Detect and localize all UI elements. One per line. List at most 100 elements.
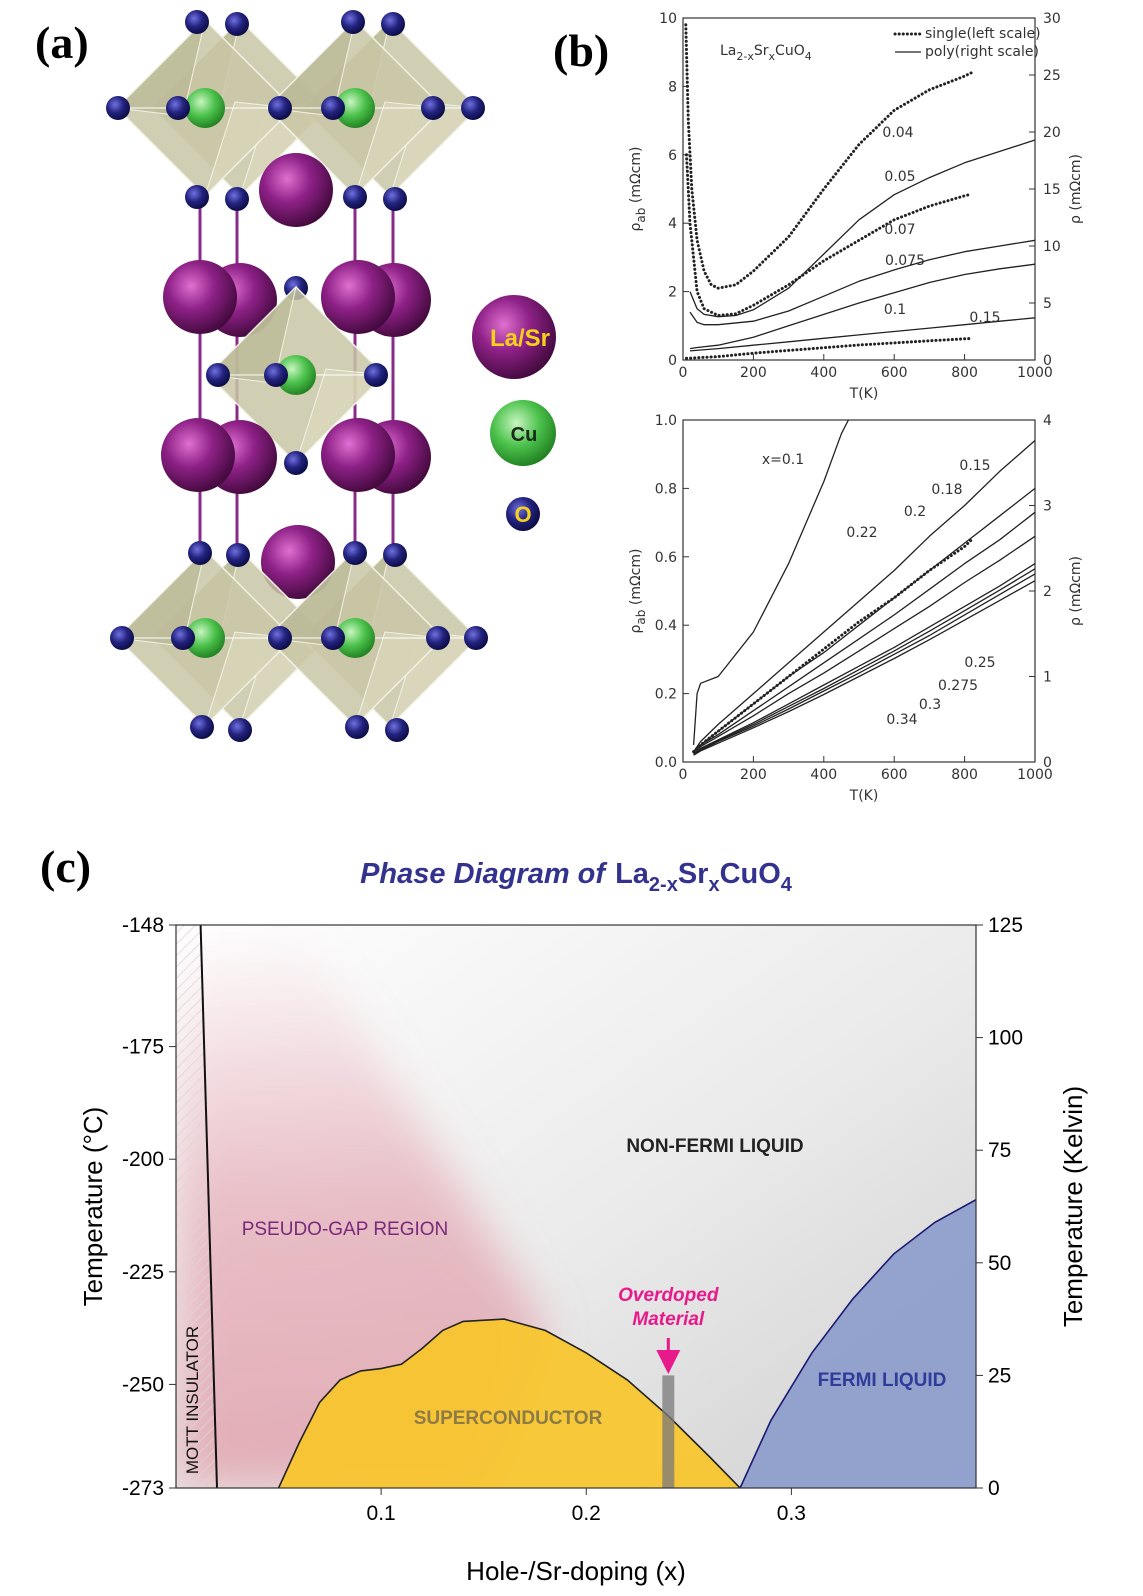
annotation: PSEUDO-GAP REGION — [242, 1219, 449, 1240]
series-line — [694, 420, 849, 745]
series-label: 0.22 — [846, 525, 877, 541]
text-part: CuO — [720, 858, 781, 890]
text-part: ab — [634, 208, 648, 223]
y-tick-label: 0.6 — [655, 550, 677, 566]
x-tick-label: 600 — [881, 767, 908, 783]
cu-atom — [185, 88, 225, 128]
panel-label: (b) — [553, 25, 609, 76]
legend-label: poly(right scale) — [925, 44, 1039, 60]
y2-tick-label: 5 — [1043, 296, 1052, 312]
y2-tick-label: 125 — [988, 914, 1023, 937]
marker-label: Material — [632, 1309, 705, 1330]
series-line — [690, 140, 1035, 317]
y2-axis-label: ρ (mΩcm) — [1068, 154, 1084, 224]
x-tick-label: 200 — [740, 767, 767, 783]
crystal-structure: La/Sr Cu O — [106, 10, 556, 742]
y2-tick-label: 100 — [988, 1027, 1023, 1050]
series-line — [687, 155, 972, 316]
text-part: ab — [634, 610, 648, 625]
y-tick-label: 0.0 — [655, 755, 677, 771]
series-line — [694, 441, 1035, 752]
series-label: 0.075 — [885, 253, 925, 269]
x-tick-label: 400 — [810, 767, 837, 783]
text-part: 2-x — [736, 50, 754, 63]
la-atom — [321, 418, 395, 492]
y2-tick-label: 2 — [1043, 584, 1052, 600]
legend-label: O — [514, 502, 531, 527]
legend-label: La/Sr — [490, 325, 550, 352]
chart-title: La2-xSrxCuO4 — [720, 43, 812, 63]
y2-tick-label: 50 — [988, 1252, 1011, 1275]
y-tick-label: 2 — [668, 285, 677, 301]
text-part: 4 — [781, 874, 793, 896]
y2-tick-label: 25 — [988, 1364, 1011, 1387]
y-axis-label: ρab (mΩcm) — [628, 549, 648, 634]
y2-tick-label: 3 — [1043, 499, 1052, 515]
o-atom — [284, 451, 308, 475]
x-tick-label: 0.1 — [367, 1502, 396, 1525]
o-atom — [206, 363, 230, 387]
title-text: Phase Diagram of — [360, 858, 608, 890]
y-tick-label: 10 — [659, 11, 677, 27]
y2-tick-label: 10 — [1043, 239, 1061, 255]
legend-label: Cu — [511, 424, 538, 446]
series-label: 0.1 — [884, 302, 906, 318]
series-line — [694, 536, 1035, 751]
region-label: SUPERCONDUCTOR — [414, 1408, 603, 1429]
phase-diagram: Phase Diagram ofLa2-xSrxCuO4 SUPERCONDUCT… — [78, 858, 1088, 1586]
text-part: (mΩcm) — [628, 147, 644, 208]
panel-label: (c) — [40, 841, 91, 892]
series-label: 0.04 — [882, 125, 913, 141]
y-tick-label: -273 — [122, 1477, 164, 1500]
series-label: 0.2 — [904, 504, 926, 520]
x-tick-label: 0.2 — [572, 1502, 601, 1525]
x-tick-label: 0 — [679, 365, 688, 381]
y-tick-label: 0.2 — [655, 687, 677, 703]
y-axis-label: Temperature (°C) — [78, 1107, 108, 1307]
series-label: x=0.1 — [762, 452, 804, 468]
text-part: x — [708, 874, 719, 896]
y-tick-label: 0.8 — [655, 481, 677, 497]
o-atom — [364, 363, 388, 387]
figure: (a) (b) (c) La/Sr Cu O — [0, 0, 1143, 1596]
y2-tick-label: 1 — [1043, 670, 1052, 686]
series-label: 0.18 — [931, 482, 962, 498]
series-label: 0.05 — [884, 169, 915, 185]
y2-axis-label: Temperature (Kelvin) — [1058, 1086, 1088, 1327]
text-part: Sr — [754, 43, 769, 59]
series-label: 0.25 — [964, 655, 995, 671]
x-tick-label: 0 — [679, 767, 688, 783]
text-part: Sr — [678, 858, 709, 890]
y-tick-label: -175 — [122, 1036, 164, 1059]
la-atom — [259, 153, 333, 227]
y2-tick-label: 30 — [1043, 11, 1061, 27]
y-tick-label: 0 — [668, 353, 677, 369]
y-tick-label: 1.0 — [655, 413, 677, 429]
y2-tick-label: 4 — [1043, 413, 1052, 429]
y-axis-label: ρab (mΩcm) — [628, 147, 648, 232]
annotation: NON-FERMI LIQUID — [626, 1136, 803, 1157]
legend-label: single(left scale) — [925, 26, 1041, 42]
x-tick-label: 600 — [881, 365, 908, 381]
x-tick-label: 0.3 — [777, 1502, 806, 1525]
series-label: 0.3 — [919, 697, 941, 713]
x-axis-label: T(K) — [849, 788, 879, 804]
panel-label: (a) — [35, 17, 89, 68]
text-part: La — [720, 43, 736, 59]
y-tick-label: -250 — [122, 1373, 164, 1396]
text-part: 4 — [805, 50, 812, 63]
y-tick-label: 6 — [668, 148, 677, 164]
y-tick-label: 4 — [668, 216, 677, 232]
y2-tick-label: 75 — [988, 1139, 1011, 1162]
o-atom — [264, 363, 288, 387]
region-label: FERMI LIQUID — [818, 1370, 947, 1391]
x-tick-label: 200 — [740, 365, 767, 381]
y-tick-label: -225 — [122, 1261, 164, 1284]
x-axis-label: Hole-/Sr-doping (x) — [466, 1556, 686, 1586]
y-tick-label: 8 — [668, 79, 677, 95]
y2-tick-label: 25 — [1043, 68, 1061, 84]
series-label: 0.34 — [886, 712, 917, 728]
y2-tick-label: 0 — [1043, 353, 1052, 369]
